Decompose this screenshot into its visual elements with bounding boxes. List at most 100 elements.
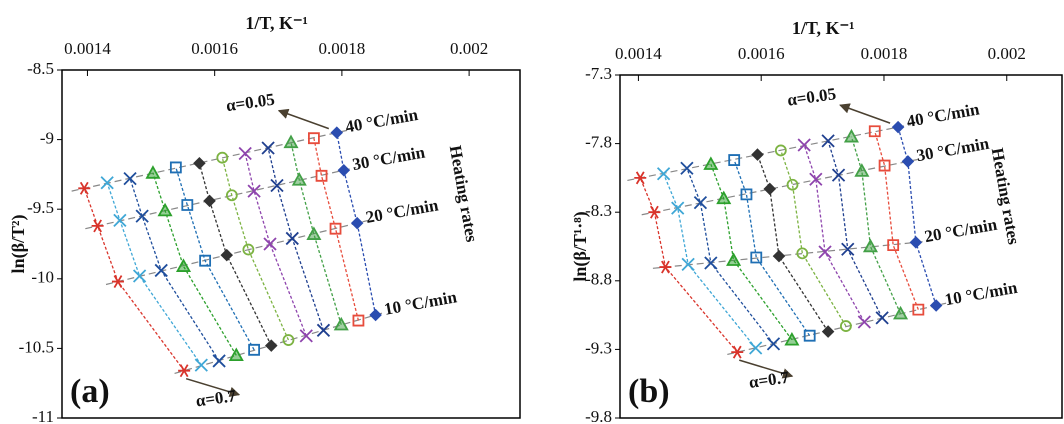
- data-point: [194, 358, 208, 372]
- data-point: [784, 331, 800, 346]
- data-point: [337, 163, 351, 177]
- data-point: [350, 216, 364, 230]
- y-tick-label: -8.8: [585, 270, 612, 289]
- conversion-line: [336, 132, 377, 316]
- data-point: [291, 172, 307, 186]
- data-point: [840, 320, 852, 332]
- data-point: [157, 202, 173, 217]
- data-point: [786, 178, 799, 191]
- heating-rate-line: [652, 240, 929, 269]
- data-point: [216, 151, 229, 164]
- heating-rate-line: [174, 311, 386, 375]
- data-point: [821, 134, 835, 148]
- x-axis-title: 1/T, K⁻¹: [792, 18, 855, 38]
- conversion-line: [780, 150, 847, 327]
- rate-label: 30 °C/min: [351, 142, 427, 174]
- data-point: [175, 258, 192, 272]
- data-point: [100, 176, 114, 190]
- conversion-line: [175, 167, 255, 351]
- data-point: [893, 305, 909, 320]
- y-tick-label: -9: [40, 129, 54, 148]
- data-point: [225, 189, 238, 202]
- data-point: [796, 247, 809, 260]
- x-tick-label: 0.002: [988, 44, 1026, 63]
- data-point: [929, 299, 943, 312]
- rate-label: 40 °C/min: [344, 105, 420, 137]
- data-point: [285, 231, 299, 246]
- alpha-arrow: [185, 377, 241, 397]
- rate-label: 30 °C/min: [915, 134, 991, 166]
- data-point: [123, 171, 137, 186]
- alpha-label: α=0.7: [195, 386, 238, 411]
- data-point: [111, 275, 124, 289]
- data-point: [703, 156, 719, 170]
- data-point: [333, 316, 349, 331]
- data-point: [731, 345, 744, 359]
- data-point: [648, 205, 661, 219]
- data-point: [716, 190, 732, 205]
- alpha-arrow: [739, 359, 794, 379]
- data-point: [203, 194, 216, 208]
- data-point: [862, 238, 878, 253]
- data-point: [299, 329, 313, 343]
- conversion-line: [803, 144, 865, 323]
- conversion-line: [874, 131, 919, 310]
- data-point: [220, 248, 234, 262]
- heating-rate-line: [71, 129, 350, 192]
- conversion-line: [897, 126, 937, 306]
- data-point: [154, 263, 168, 278]
- data-point: [821, 325, 835, 338]
- x-tick-label: 0.0014: [64, 39, 111, 58]
- x-tick-label: 0.0016: [738, 44, 785, 63]
- y-tick-label: -11: [32, 407, 54, 424]
- heating-rate-line: [627, 124, 912, 182]
- panel-label: (b): [628, 373, 670, 410]
- data-point: [199, 254, 212, 267]
- conversion-line: [267, 147, 325, 331]
- y-tick-label: -9.3: [585, 338, 612, 357]
- heating-rate-line: [641, 158, 921, 216]
- data-point: [228, 347, 244, 362]
- data-point: [247, 184, 261, 198]
- y-tick-label: -9.5: [27, 198, 54, 217]
- data-point: [909, 236, 923, 249]
- data-point: [178, 364, 191, 378]
- y-tick-label: -10: [31, 268, 54, 287]
- data-point: [891, 120, 905, 134]
- conversion-line: [733, 159, 811, 337]
- heating-rate-line: [105, 219, 370, 286]
- alpha-label: α=0.7: [748, 367, 791, 392]
- data-point: [841, 242, 855, 256]
- conversion-line: [662, 173, 757, 349]
- data-point: [78, 181, 91, 195]
- data-point: [270, 178, 284, 193]
- data-point: [750, 251, 763, 264]
- data-point: [315, 169, 328, 182]
- data-point: [135, 209, 149, 223]
- data-point: [726, 252, 742, 266]
- rate-label: 10 °C/min: [943, 278, 1019, 310]
- x-tick-label: 0.002: [450, 39, 488, 58]
- data-point: [263, 237, 277, 251]
- data-point: [887, 239, 900, 252]
- data-point: [912, 303, 925, 316]
- x-tick-label: 0.0016: [191, 39, 238, 58]
- y-tick-label: -10.5: [19, 337, 54, 356]
- conversion-line: [850, 136, 902, 314]
- plot-frame: [619, 74, 1063, 419]
- conversion-line: [290, 142, 342, 325]
- data-point: [728, 154, 741, 166]
- data-point: [875, 311, 889, 325]
- data-point: [261, 141, 275, 155]
- data-point: [329, 222, 342, 235]
- alpha-arrow: [277, 108, 330, 130]
- data-point: [282, 334, 295, 346]
- alpha-arrow: [839, 103, 891, 124]
- heating-rate-line: [85, 166, 357, 230]
- data-point: [803, 329, 816, 342]
- x-axis-title: 1/T, K⁻¹: [245, 13, 308, 33]
- data-point: [91, 219, 104, 233]
- y-tick-label: -8.5: [27, 59, 54, 78]
- y-tick-label: -8.3: [585, 201, 612, 220]
